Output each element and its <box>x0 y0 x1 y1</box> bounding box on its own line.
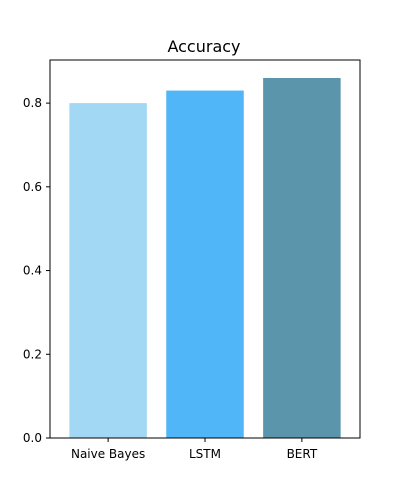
y-tick-label: 0.0 <box>23 431 42 445</box>
x-tick-label: BERT <box>287 447 318 461</box>
y-tick-label: 0.6 <box>23 180 42 194</box>
bar-bert <box>263 78 341 438</box>
chart-title: Accuracy <box>167 37 240 56</box>
bars-group <box>69 78 341 439</box>
y-axis-ticks: 0.0 0.2 0.4 0.6 0.8 <box>23 96 50 445</box>
y-tick-label: 0.8 <box>23 96 42 110</box>
bar-lstm <box>166 90 244 438</box>
y-tick-label: 0.2 <box>23 347 42 361</box>
x-tick-label: Naive Bayes <box>71 447 145 461</box>
y-tick-label: 0.4 <box>23 264 42 278</box>
bar-naive-bayes <box>69 103 147 439</box>
axes-frame <box>49 59 361 439</box>
x-tick-label: LSTM <box>189 447 221 461</box>
x-axis-ticks: Naive Bayes LSTM BERT <box>71 438 318 461</box>
